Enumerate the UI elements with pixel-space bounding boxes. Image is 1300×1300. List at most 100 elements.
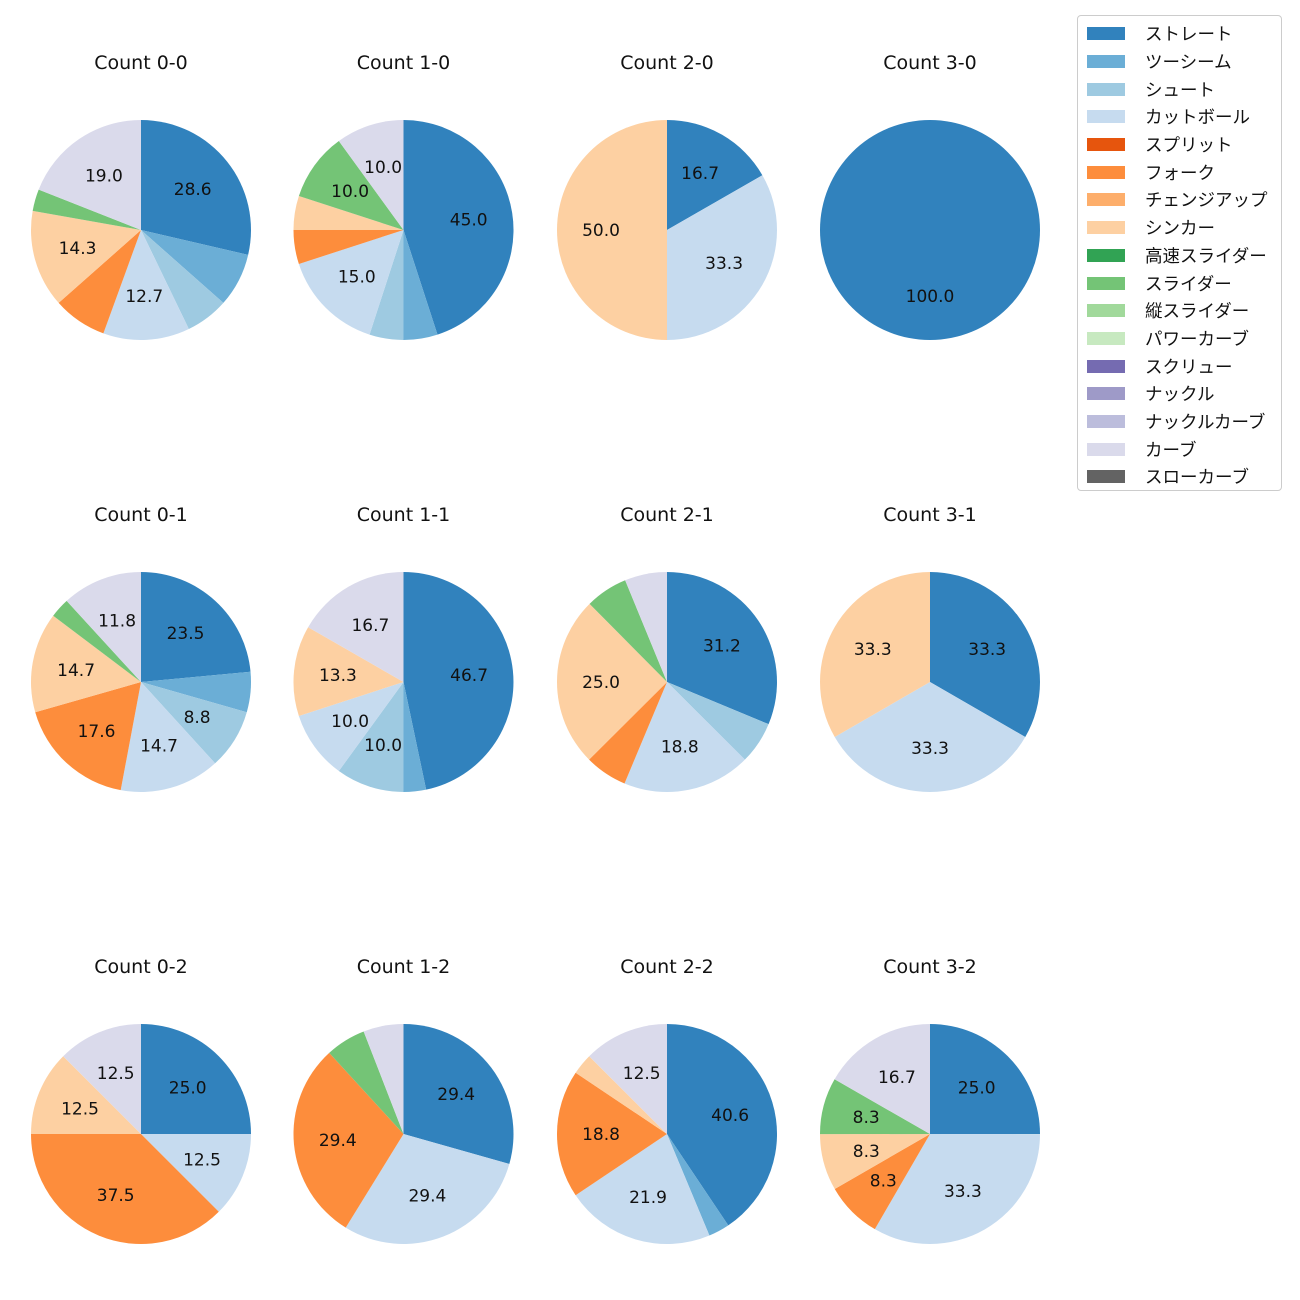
legend-label: フォーク	[1145, 163, 1215, 184]
pie-title: Count 3-2	[883, 956, 977, 978]
pie-slice	[820, 120, 1040, 340]
pie-slice	[141, 1134, 251, 1212]
pie-title: Count 1-2	[357, 956, 451, 978]
pie-slice	[930, 572, 1040, 737]
slice-label: 15.0	[338, 268, 376, 288]
slice-label: 10.0	[364, 158, 402, 178]
pie-slice	[53, 600, 141, 682]
slice-label: 21.9	[629, 1188, 667, 1208]
slice-label: 100.0	[906, 287, 955, 307]
legend-label: スローカーブ	[1145, 468, 1249, 489]
legend-item: ストレート	[1078, 20, 1281, 48]
slice-label: 18.8	[661, 738, 699, 758]
legend-label: 縦スライダー	[1145, 302, 1250, 323]
legend-swatch	[1087, 276, 1125, 290]
pie-title: Count 3-1	[883, 504, 977, 526]
pie-slice	[293, 230, 404, 264]
legend-item: ナックル	[1078, 380, 1281, 408]
slice-label: 45.0	[450, 211, 488, 231]
pie-10: Count 1-2 29.4 29.4 29.4	[293, 956, 514, 1244]
pie-slice	[32, 189, 141, 230]
legend-label: スプリット	[1145, 136, 1233, 157]
pie-title: Count 0-0	[94, 52, 188, 74]
pie-slice	[30, 615, 142, 713]
pie-4: Count 3-0 100.0	[820, 52, 1040, 340]
pie-slice	[308, 572, 404, 682]
pie-slice	[31, 1056, 141, 1134]
pie-slice	[575, 1134, 710, 1244]
pie-slice	[874, 1134, 1040, 1245]
legend-swatch	[1087, 55, 1125, 69]
slice-label: 16.7	[351, 616, 389, 636]
legend-item: フォーク	[1078, 158, 1281, 186]
pie-title: Count 2-2	[620, 956, 714, 978]
pie-slice	[819, 1079, 930, 1135]
pie-slice	[298, 141, 404, 230]
pie-title: Count 1-1	[357, 504, 451, 526]
legend-swatch	[1087, 442, 1125, 456]
legend-item: シンカー	[1078, 214, 1281, 242]
pie-slice	[820, 1134, 930, 1189]
pie-slice	[667, 1134, 729, 1236]
slice-label: 29.4	[319, 1131, 357, 1151]
pie-slice	[66, 572, 141, 682]
pie-slice	[556, 1072, 667, 1196]
pie-5: Count 0-1 23.5 8.8 14.7 17.6 14.7 11.8	[30, 504, 252, 792]
pie-slice	[329, 1031, 404, 1134]
pie-slice	[141, 230, 249, 303]
slice-label: 31.2	[703, 636, 741, 656]
slice-label: 10.0	[331, 712, 369, 732]
pie-slice	[298, 682, 404, 771]
legend-item: シュート	[1078, 75, 1281, 103]
legend-swatch	[1087, 82, 1125, 96]
pie-9: Count 0-2 25.0 12.5 37.5 12.5 12.5	[31, 956, 251, 1244]
legend-item: カットボール	[1078, 103, 1281, 131]
pie-slice	[820, 572, 930, 737]
slice-label: 8.8	[184, 708, 211, 728]
pie-slice	[31, 1134, 219, 1244]
slice-label: 33.3	[705, 254, 743, 274]
pie-slice	[293, 196, 404, 230]
pie-slice	[667, 175, 778, 340]
legend-item: 高速スライダー	[1078, 242, 1281, 270]
pie-slice	[120, 682, 216, 792]
slice-label: 8.3	[870, 1172, 897, 1192]
pie-slice	[625, 571, 667, 682]
pie-slice	[589, 1024, 667, 1134]
slice-label: 17.6	[78, 722, 116, 742]
pie-slice	[363, 1024, 404, 1134]
pie-title: Count 3-0	[883, 52, 977, 74]
legend-item: スプリット	[1078, 131, 1281, 159]
pie-slice	[141, 572, 251, 682]
pie-slice	[338, 682, 404, 792]
pie-slice	[298, 230, 404, 335]
pie-slice	[345, 1134, 510, 1244]
pie-1: Count 0-0 28.6 12.7 14.3 19.0	[30, 52, 251, 341]
slice-label: 29.4	[437, 1085, 475, 1105]
pie-slice	[30, 210, 141, 303]
pie-slice	[575, 1056, 667, 1134]
legend-label: 高速スライダー	[1145, 246, 1267, 267]
slice-label: 19.0	[85, 166, 123, 186]
legend-label: ナックル	[1145, 385, 1215, 406]
slice-label: 14.7	[57, 661, 95, 681]
legend-label: シンカー	[1145, 219, 1215, 240]
slice-label: 12.5	[97, 1064, 135, 1084]
pie-slice	[338, 120, 404, 230]
pie-slice	[667, 682, 769, 760]
legend-label: ツーシーム	[1145, 53, 1232, 74]
pie-slice	[834, 1024, 930, 1134]
slice-label: 33.3	[968, 640, 1006, 660]
legend-swatch	[1087, 110, 1125, 124]
pie-6: Count 1-1 46.7 10.0 10.0 13.3 16.7	[293, 504, 514, 792]
legend-swatch	[1087, 248, 1125, 262]
slice-label: 10.0	[364, 736, 402, 756]
legend-swatch	[1087, 304, 1125, 318]
pie-slice	[141, 671, 252, 713]
slice-label: 28.6	[174, 180, 212, 200]
legend-swatch	[1087, 414, 1125, 428]
slice-label: 12.5	[61, 1100, 99, 1120]
pie-slice	[667, 120, 763, 230]
pie-slice	[141, 120, 251, 255]
